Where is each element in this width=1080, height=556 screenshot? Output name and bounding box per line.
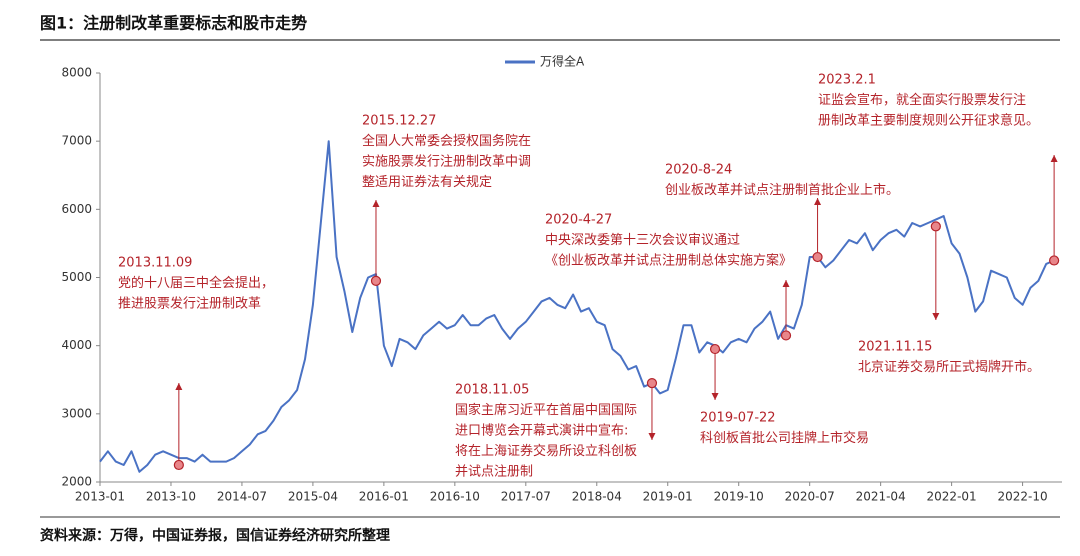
x-tick-label: 2019-01 — [643, 490, 693, 504]
x-tick-label: 2018-04 — [572, 490, 622, 504]
x-tick-label: 2013-01 — [75, 490, 125, 504]
annotation-text: 北京证券交易所正式揭牌开市。 — [858, 359, 1040, 375]
y-tick-label: 5000 — [61, 270, 92, 284]
annotation-text: 2019-07-22 — [700, 411, 776, 426]
annotation-text: 证监会宣布，就全面实行股票发行注 — [818, 92, 1026, 108]
annotation-marker — [1049, 255, 1060, 266]
source-note: 资料来源：万得，中国证券报，国信证券经济研究所整理 — [40, 527, 390, 544]
arrow-head — [175, 383, 183, 390]
y-tick-label: 6000 — [61, 202, 92, 216]
annotation-text: 2023.2.1 — [818, 73, 876, 88]
x-tick-label: 2015-04 — [288, 490, 338, 504]
annotation-marker — [173, 459, 184, 471]
annotation-text: 2020-8-24 — [665, 163, 732, 178]
x-tick-label: 2021-04 — [856, 490, 906, 504]
annotation-text: 2021.11.15 — [858, 340, 932, 355]
x-tick-label: 2014-07 — [217, 490, 267, 504]
x-tick-label: 2016-01 — [359, 490, 409, 504]
annotation-text: 2015.12.27 — [362, 114, 436, 129]
arrow-head — [782, 280, 790, 287]
arrow-head — [711, 393, 719, 400]
y-tick-label: 8000 — [61, 66, 92, 80]
annotation-marker — [812, 251, 823, 263]
annotation-text: 中央深改委第十三次会议审议通过 — [545, 232, 740, 248]
y-tick-label: 2000 — [61, 475, 92, 489]
y-tick-label: 4000 — [61, 338, 92, 352]
annotation-text: 党的十八届三中全会提出， — [118, 275, 274, 291]
arrow-head — [1050, 155, 1058, 162]
x-tick-label: 2022-10 — [998, 490, 1048, 504]
annotation-marker — [370, 275, 382, 287]
x-tick-label: 2017-07 — [501, 490, 551, 504]
annotation-text: 2018.11.05 — [455, 383, 529, 398]
x-tick-label: 2020-07 — [785, 490, 835, 504]
arrow-head — [372, 200, 380, 207]
annotation-marker — [646, 378, 658, 389]
annotation-text: 全国人大常委会授权国务院在 — [362, 133, 531, 149]
annotation-text: 实施股票发行注册制改革中调 — [362, 154, 531, 170]
legend-label: 万得全A — [540, 54, 585, 69]
x-tick-label: 2022-01 — [927, 490, 977, 504]
arrow-head — [814, 198, 822, 205]
annotation-text: 进口博览会开幕式演讲中宣布: — [455, 423, 628, 439]
annotation-text: 并试点注册制 — [455, 465, 533, 480]
annotation-text: 2020-4-27 — [545, 213, 612, 228]
annotation-text: 整适用证券法有关规定 — [362, 174, 492, 190]
x-tick-label: 2013-10 — [146, 490, 196, 504]
x-tick-label: 2016-10 — [430, 490, 480, 504]
y-tick-label: 3000 — [61, 406, 92, 420]
annotation-text: 国家主席习近平在首届中国国际 — [455, 402, 637, 418]
annotation-text: 2013.11.09 — [118, 256, 192, 271]
x-tick-label: 2019-10 — [714, 490, 764, 504]
annotation-text: 科创板首批公司挂牌上市交易 — [700, 430, 869, 446]
annotation-marker — [780, 330, 792, 341]
annotation-text: 创业板改革并试点注册制首批企业上市。 — [665, 182, 899, 198]
annotation-text: 册制改革主要制度规则公开征求意见。 — [818, 113, 1039, 129]
arrow-head — [932, 313, 940, 320]
annotation-marker — [930, 221, 941, 232]
series-line — [99, 140, 1055, 473]
annotation-text: 《创业板改革并试点注册制总体实施方案》 — [545, 253, 792, 269]
arrow-head — [648, 433, 656, 440]
chart-title: 图1：注册制改革重要标志和股市走势 — [40, 14, 307, 33]
y-tick-label: 7000 — [61, 134, 92, 148]
annotation-marker — [709, 343, 721, 355]
annotation-text: 将在上海证券交易所设立科创板 — [455, 443, 637, 459]
annotation-text: 推进股票发行注册制改革 — [118, 296, 261, 312]
